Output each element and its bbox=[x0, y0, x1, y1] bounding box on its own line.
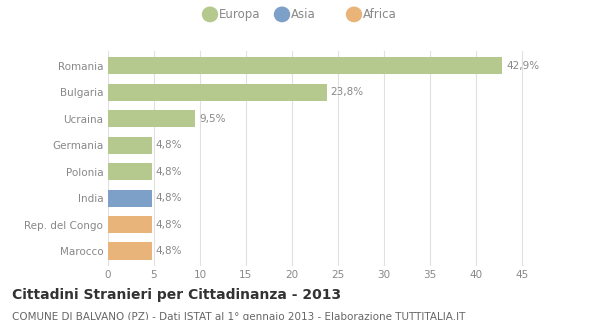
Bar bbox=[108, 163, 152, 180]
Text: 4,8%: 4,8% bbox=[156, 246, 182, 256]
Text: 42,9%: 42,9% bbox=[506, 61, 539, 71]
Bar bbox=[108, 216, 152, 233]
Text: 4,8%: 4,8% bbox=[156, 167, 182, 177]
Text: 9,5%: 9,5% bbox=[199, 114, 226, 124]
Text: 4,8%: 4,8% bbox=[156, 193, 182, 203]
Bar bbox=[108, 57, 502, 74]
Text: 4,8%: 4,8% bbox=[156, 140, 182, 150]
Text: Cittadini Stranieri per Cittadinanza - 2013: Cittadini Stranieri per Cittadinanza - 2… bbox=[12, 288, 341, 302]
Text: 23,8%: 23,8% bbox=[331, 87, 364, 97]
Bar bbox=[108, 110, 196, 127]
Text: Asia: Asia bbox=[291, 8, 316, 21]
Bar bbox=[108, 243, 152, 260]
Text: COMUNE DI BALVANO (PZ) - Dati ISTAT al 1° gennaio 2013 - Elaborazione TUTTITALIA: COMUNE DI BALVANO (PZ) - Dati ISTAT al 1… bbox=[12, 312, 466, 320]
Bar bbox=[108, 84, 327, 101]
Text: 4,8%: 4,8% bbox=[156, 220, 182, 229]
Text: Africa: Africa bbox=[363, 8, 397, 21]
Bar bbox=[108, 189, 152, 207]
Bar bbox=[108, 137, 152, 154]
Text: Europa: Europa bbox=[219, 8, 260, 21]
